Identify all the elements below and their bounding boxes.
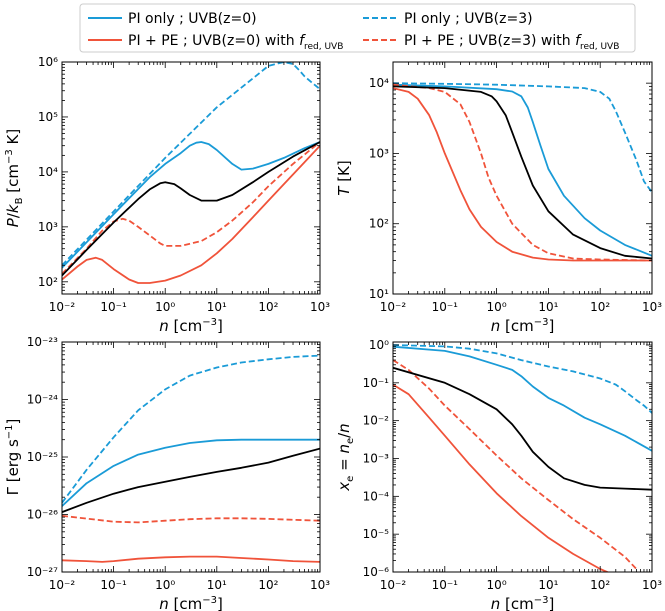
y-tick-label: 10⁻²⁶ xyxy=(27,508,58,522)
legend-label: PI only ; UVB(z=3) xyxy=(404,11,533,27)
y-axis-label: Γ [erg s−1] xyxy=(4,419,22,496)
series-group xyxy=(62,62,320,284)
x-tick-label: 10⁰ xyxy=(155,300,175,314)
series-line-black-solid xyxy=(393,85,652,260)
ticks xyxy=(392,61,653,295)
series-group xyxy=(62,354,320,563)
legend-frame xyxy=(79,3,636,53)
panel-heating: 10⁻² 10⁻¹ 10⁰ 10¹ 10² 10³ 10⁻²⁷ 10⁻²⁶ 10⁻²⁵ 10⁻²⁴… xyxy=(4,335,330,611)
x-tick-label: 10⁰ xyxy=(487,300,507,314)
x-tick-label: 10³ xyxy=(642,300,662,314)
plot-frame xyxy=(61,61,321,295)
y-axis-label: xe = ne/n xyxy=(335,423,356,491)
plot-frame xyxy=(392,61,653,295)
y-tick-label: 10⁻²⁵ xyxy=(27,450,58,464)
panel-ionization: 10⁻² 10⁻¹ 10⁰ 10¹ 10² 10³ 10⁻⁶ 10⁻⁵ 10⁻⁴ 10⁻³ 10⁻²… xyxy=(335,338,662,611)
legend-entry-pi-only-z3: PI only ; UVB(z=3) xyxy=(363,11,533,27)
x-tick-label: 10² xyxy=(258,578,278,592)
series-line-red-dashed xyxy=(62,141,320,275)
y-axis-label: P/kB [cm−3 K] xyxy=(4,129,25,227)
x-tick-label: 10⁰ xyxy=(487,578,507,592)
panel-pressure: 10⁻² 10⁻¹ 10⁰ 10¹ 10² 10³ 10² 10³ 10⁴ 10⁵ 10⁶ n [cm… xyxy=(4,55,330,335)
series-line-blue-solid xyxy=(62,438,320,507)
y-tick-label: 10⁻⁵ xyxy=(363,527,390,541)
series-line-black-solid xyxy=(62,141,320,277)
ticks xyxy=(392,342,653,573)
legend-label: PI + PE ; UVB(z=3) with fred, UVB xyxy=(404,33,619,52)
y-tick-label: 10⁰ xyxy=(369,338,389,352)
y-tick-label: 10² xyxy=(38,275,58,289)
series-line-red-solid xyxy=(62,145,320,284)
x-axis-label: n [cm−3] xyxy=(491,317,555,335)
x-tick-label: 10⁻¹ xyxy=(432,300,459,314)
series-line-red-dashed xyxy=(393,83,652,262)
panel-temperature: 10⁻² 10⁻¹ 10⁰ 10¹ 10² 10³ 10¹ 10² 10³ 10⁴ n [cm−3]… xyxy=(335,61,662,335)
x-tick-label: 10⁻¹ xyxy=(100,300,127,314)
y-tick-label: 10³ xyxy=(38,220,58,234)
series-line-blue-solid xyxy=(393,83,652,257)
y-tick-label: 10⁻⁶ xyxy=(363,565,390,579)
legend: PI only ; UVB(z=0) PI + PE ; UVB(z=0) wi… xyxy=(79,3,636,53)
x-axis-label: n [cm−3] xyxy=(159,317,223,335)
series-line-black-solid xyxy=(393,366,652,491)
y-tick-label: 10⁻¹ xyxy=(363,376,390,390)
x-tick-label: 10² xyxy=(590,578,610,592)
y-tick-label: 10⁻² xyxy=(363,414,390,428)
x-tick-label: 10² xyxy=(258,300,278,314)
x-tick-label: 10³ xyxy=(642,578,662,592)
ticks xyxy=(61,61,321,295)
x-tick-label: 10¹ xyxy=(207,300,227,314)
y-tick-label: 10³ xyxy=(369,146,389,160)
x-tick-label: 10¹ xyxy=(207,578,227,592)
y-axis-label: T [K] xyxy=(335,160,353,195)
y-tick-label: 10² xyxy=(369,217,389,231)
series-line-red-solid xyxy=(62,555,320,563)
x-tick-label: 10² xyxy=(590,300,610,314)
legend-label: PI + PE ; UVB(z=0) with fred, UVB xyxy=(128,33,343,52)
series-line-blue-dashed xyxy=(393,82,652,193)
y-tick-label: 10⁻³ xyxy=(363,451,390,465)
series-group xyxy=(393,82,652,262)
x-tick-label: 10³ xyxy=(310,300,330,314)
plot-frame xyxy=(61,341,321,573)
x-tick-label: 10³ xyxy=(310,578,330,592)
series-line-black-solid xyxy=(62,447,320,513)
x-tick-label: 10¹ xyxy=(538,300,558,314)
series-line-blue-dashed xyxy=(393,344,652,414)
x-tick-label: 10¹ xyxy=(538,578,558,592)
y-tick-label: 10⁶ xyxy=(38,55,58,69)
y-tick-label: 10¹ xyxy=(369,287,389,301)
y-tick-label: 10⁻²³ xyxy=(27,335,58,349)
y-tick-label: 10⁻⁴ xyxy=(363,489,390,503)
series-line-red-solid xyxy=(393,87,652,262)
x-tick-label: 10⁻² xyxy=(380,300,407,314)
ticks xyxy=(61,341,321,573)
x-tick-label: 10⁻¹ xyxy=(432,578,459,592)
series-group xyxy=(393,344,652,572)
y-tick-label: 10⁴ xyxy=(369,76,389,90)
x-tick-label: 10⁰ xyxy=(155,578,175,592)
legend-entry-pi-pe-z0: PI + PE ; UVB(z=0) with fred, UVB xyxy=(88,33,343,52)
x-axis-label: n [cm−3] xyxy=(491,595,555,611)
series-line-blue-dashed xyxy=(62,354,320,504)
x-axis-label: n [cm−3] xyxy=(159,595,223,611)
legend-entry-pi-only-z0: PI only ; UVB(z=0) xyxy=(88,11,257,27)
series-line-red-solid xyxy=(393,383,610,572)
legend-entry-pi-pe-z3: PI + PE ; UVB(z=3) with fred, UVB xyxy=(363,33,619,52)
series-line-red-dashed xyxy=(62,514,320,524)
series-line-blue-solid xyxy=(62,141,320,269)
legend-label: PI only ; UVB(z=0) xyxy=(128,11,257,27)
series-line-red-dashed xyxy=(393,359,638,570)
y-tick-label: 10⁻²⁴ xyxy=(27,393,58,407)
plot-frame xyxy=(392,341,653,573)
y-tick-label: 10⁵ xyxy=(38,110,58,124)
series-line-blue-solid xyxy=(393,345,652,452)
x-tick-label: 10⁻² xyxy=(49,578,76,592)
x-tick-label: 10⁻² xyxy=(49,300,76,314)
x-tick-label: 10⁻¹ xyxy=(100,578,127,592)
y-tick-label: 10⁴ xyxy=(38,165,58,179)
y-tick-label: 10⁻²⁷ xyxy=(27,565,58,579)
x-tick-label: 10⁻² xyxy=(380,578,407,592)
